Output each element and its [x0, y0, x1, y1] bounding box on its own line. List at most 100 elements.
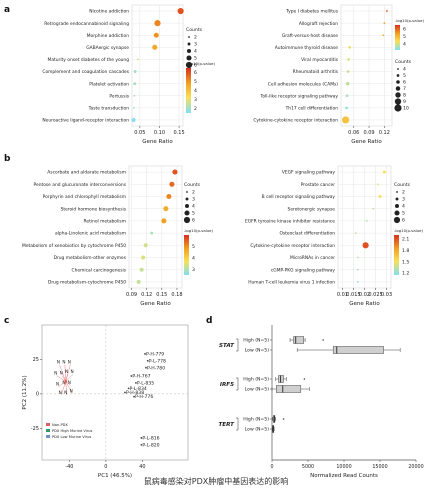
- category-label: GABAergic synapse: [86, 45, 129, 51]
- color-legend-label: 3: [194, 97, 197, 103]
- pdx-point: [127, 387, 130, 390]
- data-point: [133, 82, 137, 86]
- category-label: Neuroactive ligand-receptor interaction: [42, 118, 129, 124]
- data-point: [341, 116, 350, 124]
- category-label: Morphine addiction: [87, 33, 129, 39]
- category-label: MicroRNAs in cancer: [290, 255, 335, 261]
- color-legend-title: -log10(p-value): [395, 18, 425, 23]
- data-point: [386, 10, 388, 12]
- non-pdx-label: N: [59, 390, 62, 395]
- outlier-point: [303, 378, 306, 380]
- category-label: Complement and coagulation cascades: [42, 69, 129, 75]
- boxplot-panel: 0 5000 10000 15000 20000 Normalized Read Coun…: [218, 325, 424, 479]
- non-pdx-label: N: [64, 390, 67, 395]
- non-pdx-label: N: [62, 380, 65, 385]
- x-tick-label: 0: [270, 464, 273, 470]
- size-legend-label: 4: [194, 49, 197, 55]
- category-label: Pentose and glucuronate interconversions: [34, 182, 127, 188]
- category-label: Nicotine addiction: [89, 9, 129, 15]
- data-point: [133, 70, 137, 74]
- box: [276, 385, 302, 393]
- category-label: EGFR tyrosine kinase inhibitor resistanc…: [245, 219, 335, 225]
- pdx-point: [135, 381, 137, 384]
- pdx-label: P-H-776: [135, 394, 153, 400]
- x-tick-label: 0.03: [381, 292, 392, 298]
- category-label: Toll-like receptor signaling pathway: [259, 93, 338, 99]
- outlier-point: [282, 418, 285, 420]
- data-point: [345, 106, 348, 110]
- size-legend-label: 4: [402, 204, 405, 210]
- x-axis-label: Gene Ratio: [142, 139, 173, 145]
- group-label: High (N=5): [243, 377, 269, 383]
- size-legend-dot: [184, 210, 190, 216]
- gene-label: STAT: [219, 343, 235, 349]
- size-legend-title: Counts: [186, 27, 203, 33]
- x-axis-label: Gene Ratio: [351, 139, 382, 145]
- pdx-point: [130, 375, 133, 377]
- data-point: [346, 70, 350, 73]
- connector-line: [65, 374, 74, 382]
- non-pdx-label: N: [62, 360, 65, 365]
- category-label: B cell receptor signaling pathway: [262, 194, 336, 200]
- color-legend-title: -log10(p-value): [186, 61, 216, 66]
- data-point: [172, 169, 178, 175]
- x-tick-label: 10000: [336, 464, 351, 470]
- panel-letter-a: a: [4, 5, 10, 15]
- data-point: [365, 220, 368, 222]
- dotplot-a-right: Type I diabetes mellitus Allograft reject…: [253, 4, 425, 145]
- x-tick-label: 0: [104, 464, 107, 470]
- data-point: [376, 183, 379, 186]
- category-label: Cytokine-cytokine receptor interaction: [253, 118, 338, 124]
- x-tick-label: 0.10: [154, 130, 165, 136]
- category-label: Th17 cell differentiation: [285, 105, 339, 111]
- y-axis-label: PC2 (11.2%): [22, 375, 28, 409]
- connector-line: [64, 364, 66, 382]
- x-tick-label: 40: [139, 464, 145, 470]
- size-legend-dot: [187, 42, 191, 46]
- data-point: [354, 232, 357, 235]
- data-point: [356, 268, 359, 271]
- dotplot-a-left: Nicotine addiction Retrograde endocannabi…: [42, 4, 216, 145]
- data-point: [143, 243, 148, 248]
- color-legend-title: -log10(p-value): [184, 228, 214, 233]
- color-legend-label: 4: [192, 255, 195, 261]
- group-label: High (N=5): [243, 338, 269, 344]
- legend-swatch: [46, 429, 50, 432]
- color-legend-label: 2: [194, 106, 197, 112]
- data-point: [166, 193, 172, 200]
- category-label: Pertussis: [109, 93, 129, 99]
- x-tick-label: 0.15: [174, 130, 185, 136]
- data-point: [154, 20, 161, 27]
- pdx-label: P-L-834: [130, 386, 147, 392]
- x-tick-label: 0.05: [134, 130, 145, 136]
- category-label: Drug metabolism-other enzymes: [54, 255, 127, 261]
- data-point: [382, 34, 385, 37]
- legend-label: PDX Low Murine Virus: [52, 435, 91, 439]
- color-legend-label: 1.8: [402, 248, 409, 254]
- legend-swatch: [46, 423, 50, 426]
- color-legend-label: 4: [194, 88, 197, 94]
- size-legend-label: 9: [403, 99, 406, 105]
- data-point: [383, 22, 386, 25]
- size-legend-dot: [187, 49, 191, 53]
- non-pdx-label: N: [68, 380, 71, 385]
- color-legend-title: -log10(p-value): [394, 228, 424, 233]
- category-label: Taste transduction: [88, 105, 130, 111]
- y-tick-label: 25: [33, 357, 39, 363]
- colorbar: [395, 25, 400, 50]
- size-legend-label: 3: [194, 42, 197, 48]
- panel-letter-d: d: [206, 316, 212, 326]
- size-legend-label: 2: [402, 190, 405, 196]
- color-legend-label: 4: [403, 42, 406, 48]
- color-legend-label: 1.5: [402, 259, 409, 265]
- category-label: Platelet activation: [89, 81, 129, 87]
- x-tick-label: 20000: [408, 464, 423, 470]
- size-legend-label: 5: [403, 73, 406, 79]
- data-point: [356, 256, 359, 259]
- size-legend-title: Counts: [394, 182, 411, 188]
- box: [293, 336, 304, 344]
- connector-line: [65, 381, 67, 395]
- gene-label: TERT: [218, 422, 235, 428]
- size-legend-title: Counts: [184, 182, 201, 188]
- colorbar: [186, 68, 191, 113]
